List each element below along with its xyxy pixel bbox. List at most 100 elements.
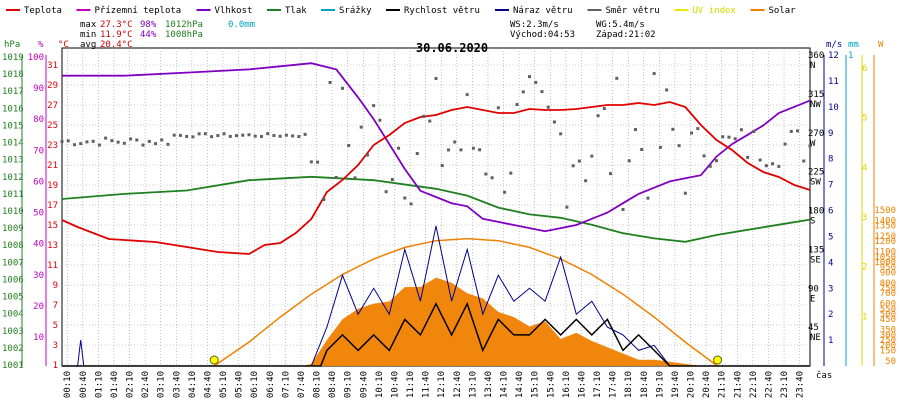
tick-compass: NW <box>810 100 821 110</box>
tick-temp: 21 <box>47 161 58 171</box>
tick-temp: 25 <box>47 121 58 131</box>
tick-hpa: 1007 <box>2 258 24 268</box>
tick-temp: 31 <box>47 61 58 71</box>
wind-dir-point <box>777 164 781 168</box>
tick-compass: SE <box>810 255 821 265</box>
uv-marker <box>209 355 219 365</box>
wind-dir-points <box>60 72 812 212</box>
tick-ms: 3 <box>828 284 833 294</box>
tick-hpa: 1015 <box>2 121 24 131</box>
wind-dir-point <box>210 135 214 139</box>
stats-max-press: 1012hPa <box>165 20 203 30</box>
wind-dir-point <box>178 133 182 137</box>
wind-dir-point <box>559 132 563 136</box>
wind-dir-point <box>453 140 457 144</box>
wind-dir-point <box>633 128 637 132</box>
wind-dir-point <box>266 132 270 136</box>
solar-area <box>303 277 701 366</box>
wind-dir-point <box>259 134 263 138</box>
wind-dir-point <box>347 143 351 147</box>
wind-dir-point <box>796 129 800 133</box>
tick-dir: 135 <box>808 245 824 255</box>
tick-x: 10:10 <box>375 371 385 398</box>
tick-x: 08:40 <box>328 371 338 398</box>
wind-dir-point <box>191 135 195 139</box>
stats-max-rain: 0.0mm <box>228 20 255 30</box>
tick-w: 250 <box>880 336 896 346</box>
wind-dir-point <box>671 127 675 131</box>
tick-uv: 1 <box>862 312 867 322</box>
tick-hpa: 1018 <box>2 70 24 80</box>
tick-x: 04:10 <box>188 371 198 398</box>
tick-w: 50 <box>885 357 896 367</box>
wind-dir-point <box>97 143 101 147</box>
tick-w: 1400 <box>874 216 896 226</box>
tick-w: 1250 <box>874 232 896 242</box>
wind-dir-point <box>253 134 257 138</box>
tick-hpa: 1005 <box>2 293 24 303</box>
tick-hpa: 1008 <box>2 241 24 251</box>
tick-dir: 45 <box>808 323 819 333</box>
stats-avg-temp: 20.4°C <box>100 40 133 50</box>
tick-x: 21:10 <box>718 371 728 398</box>
tick-w: 950 <box>880 263 896 273</box>
tick-pct: 60 <box>33 177 44 187</box>
tick-mm: 1 <box>848 51 853 61</box>
wind-dir-point <box>652 72 656 76</box>
wind-dir-point <box>590 154 594 158</box>
tick-x: 18:40 <box>640 371 650 398</box>
wind-dir-point <box>503 190 507 194</box>
tick-hpa: 1001 <box>2 361 24 371</box>
axis-ms-unit: m/s <box>826 40 842 50</box>
wind-dir-point <box>446 148 450 152</box>
wind-dir-point <box>216 134 220 138</box>
tick-x: 22:40 <box>764 371 774 398</box>
tick-ms: 7 <box>828 181 833 191</box>
tick-pct: 30 <box>33 271 44 281</box>
wind-dir-point <box>79 142 83 146</box>
tick-x: 18:10 <box>624 371 634 398</box>
wind-dir-point <box>291 134 295 138</box>
wind-dir-point <box>496 106 500 110</box>
wind-dir-point <box>621 208 625 212</box>
wind-dir-point <box>459 148 463 152</box>
wind-dir-point <box>471 146 475 150</box>
wind-dir-point <box>640 148 644 152</box>
uv-marker <box>713 355 723 365</box>
tick-compass: W <box>810 139 816 149</box>
tick-x: 09:40 <box>359 371 369 398</box>
tick-dir: 90 <box>808 284 819 294</box>
wind-dir-point <box>665 88 669 92</box>
wind-dir-point <box>247 133 251 137</box>
wind-dir-point <box>154 142 157 146</box>
wind-dir-point <box>384 190 388 194</box>
tick-hpa: 1003 <box>2 327 24 337</box>
wind-dir-point <box>683 191 687 195</box>
wind-dir-point <box>484 172 488 176</box>
tick-w: 600 <box>880 300 896 310</box>
tick-w: 150 <box>880 346 896 356</box>
wind-dir-point <box>278 134 282 138</box>
wind-dir-point <box>440 164 444 168</box>
wind-dir-point <box>552 120 556 124</box>
wind-dir-point <box>702 154 706 158</box>
wind-dir-point <box>409 202 413 206</box>
tick-x: 01:10 <box>94 371 104 398</box>
stats-min-label: min <box>80 30 96 40</box>
wind-dir-point <box>172 133 176 137</box>
tick-x: 03:10 <box>157 371 167 398</box>
tick-uv: 6 <box>862 64 867 74</box>
wind-dir-point <box>739 128 743 132</box>
tick-x: 00:10 <box>63 371 73 398</box>
legend-label: Solar <box>769 6 797 16</box>
stats-max-temp: 27.3°C <box>100 20 133 30</box>
tick-x: 06:40 <box>266 371 276 398</box>
wind-dir-point <box>677 144 681 148</box>
wind-dir-point <box>627 159 631 163</box>
wind-dir-point <box>241 133 245 137</box>
wind-dir-point <box>596 114 600 118</box>
tick-uv: 2 <box>862 263 867 273</box>
tick-dir: 270 <box>808 129 824 139</box>
